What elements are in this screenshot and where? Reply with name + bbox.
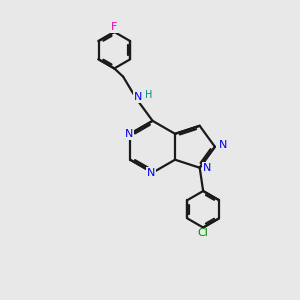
Text: F: F (111, 22, 118, 32)
Text: H: H (145, 90, 153, 100)
Text: N: N (134, 92, 142, 102)
Text: N: N (218, 140, 227, 150)
Text: Cl: Cl (198, 228, 208, 239)
Text: N: N (124, 129, 133, 139)
Text: N: N (202, 163, 211, 173)
Text: N: N (147, 168, 155, 178)
